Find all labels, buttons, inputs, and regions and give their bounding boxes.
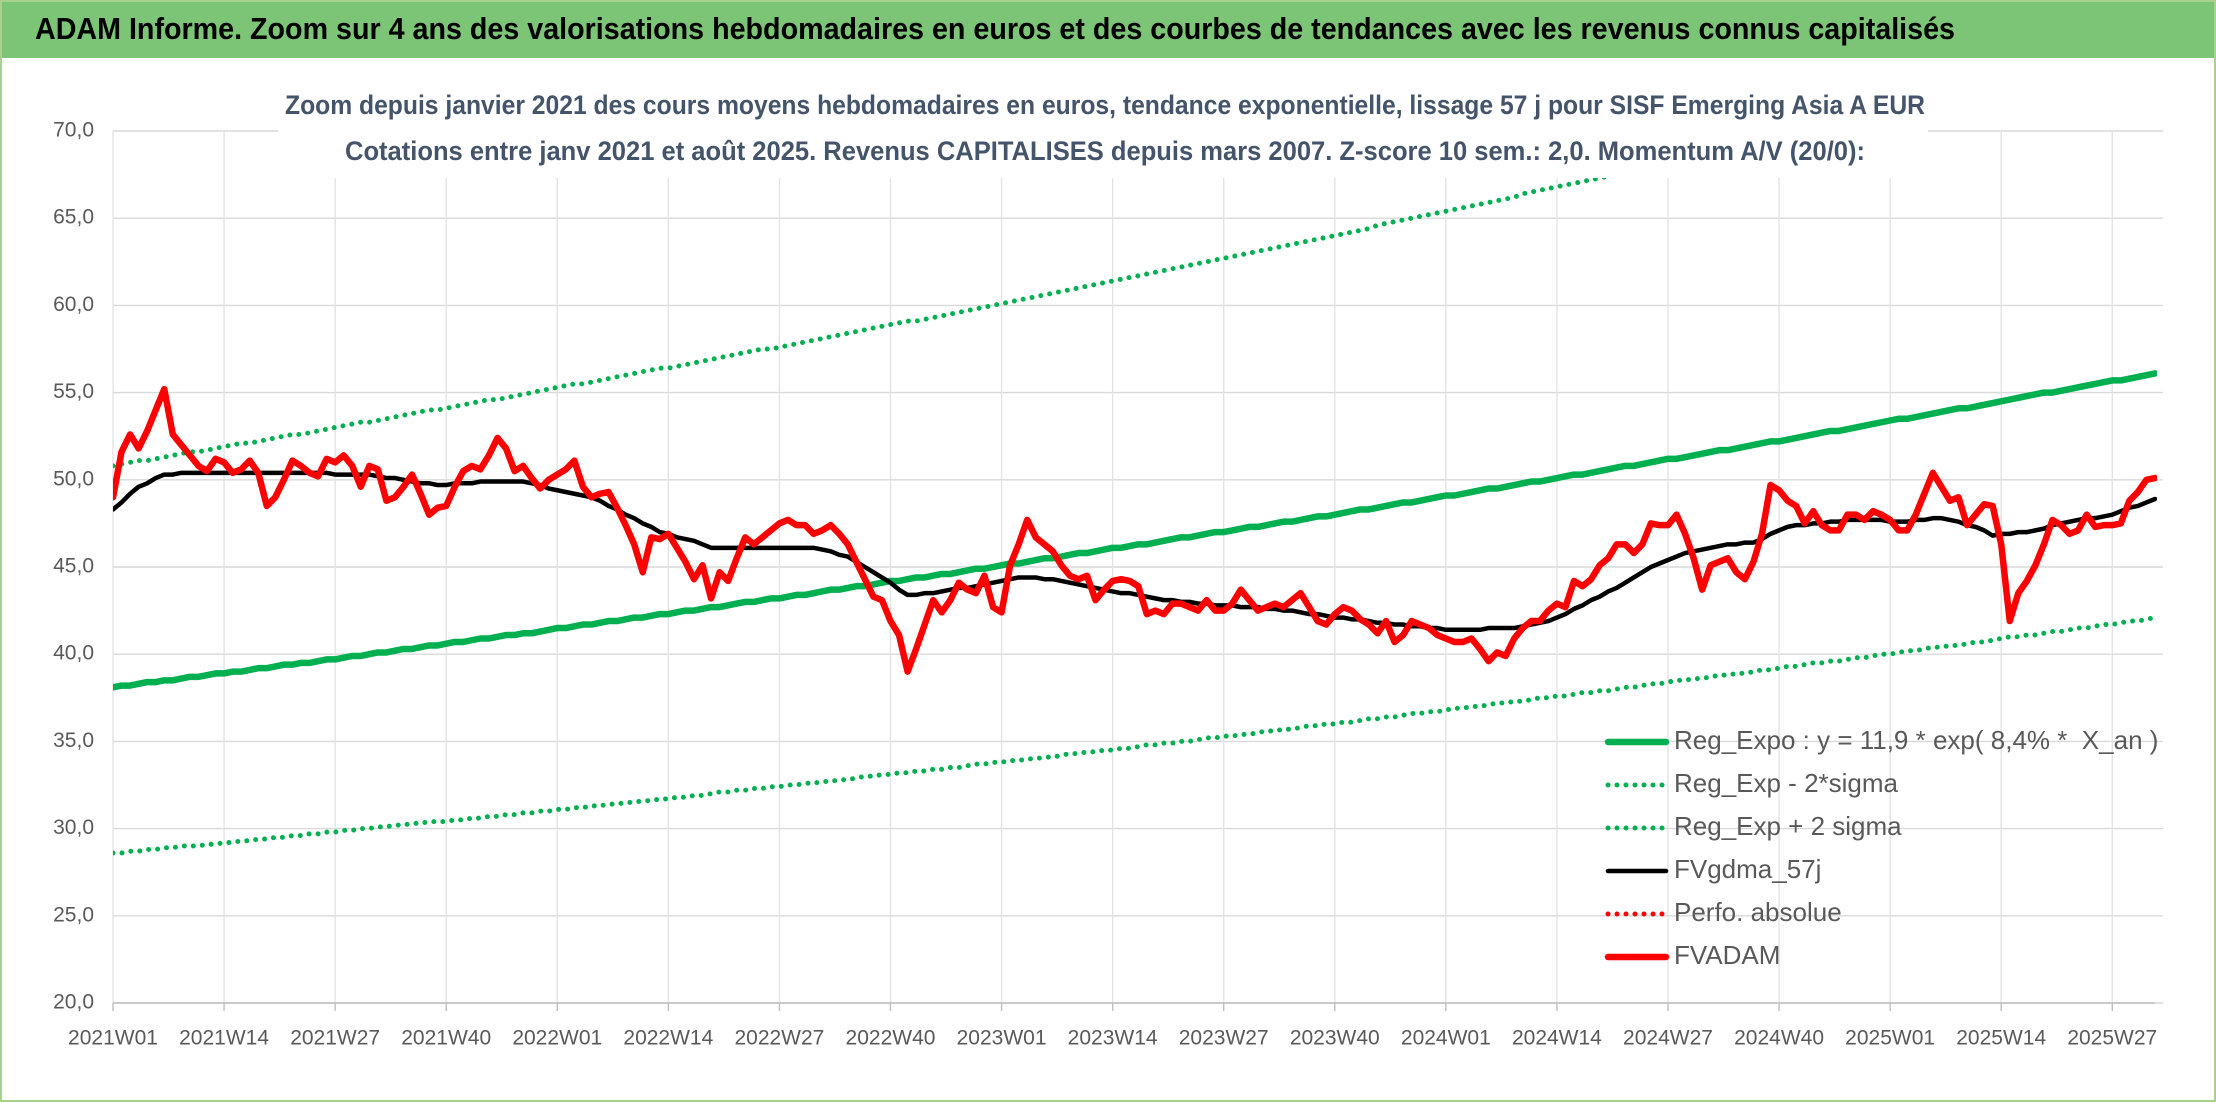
x-tick-label: 2022W14 [623, 1027, 713, 1050]
y-tick-label: 30,0 [53, 816, 94, 839]
chart-subtitle: Cotations entre janv 2021 et août 2025. … [345, 136, 1865, 166]
x-tick-label: 2021W14 [179, 1027, 269, 1050]
y-tick-label: 65,0 [53, 206, 94, 229]
legend-label: Reg_Exp - 2*sigma [1674, 768, 1899, 798]
y-tick-label: 45,0 [53, 555, 94, 578]
page-title: ADAM Informe. Zoom sur 4 ans des valoris… [35, 11, 1955, 46]
x-tick-label: 2021W01 [68, 1027, 158, 1050]
x-tick-label: 2023W01 [957, 1027, 1047, 1050]
y-tick-label: 60,0 [53, 293, 94, 316]
y-tick-label: 50,0 [53, 467, 94, 490]
header-bar [2, 2, 2214, 58]
x-tick-label: 2024W14 [1512, 1027, 1602, 1050]
title-box [278, 84, 1928, 178]
x-tick-label: 2021W27 [290, 1027, 380, 1050]
y-tick-label: 20,0 [53, 991, 94, 1014]
x-tick-label: 2022W27 [734, 1027, 824, 1050]
chart-title: Zoom depuis janvier 2021 des cours moyen… [285, 90, 1925, 120]
x-tick-label: 2025W01 [1845, 1027, 1935, 1050]
series-line [113, 615, 2157, 856]
x-tick-label: 2025W27 [2067, 1027, 2157, 1050]
x-tick-label: 2023W27 [1179, 1027, 1269, 1050]
legend-label: Reg_Expo : y = 11,9 * exp( 8,4% * X_an ) [1674, 725, 2158, 755]
x-tick-label: 2023W40 [1290, 1027, 1380, 1050]
series-line [113, 370, 2157, 691]
y-tick-label: 35,0 [53, 729, 94, 752]
y-tick-label: 70,0 [53, 119, 94, 142]
y-tick-label: 40,0 [53, 642, 94, 665]
y-tick-label: 25,0 [53, 903, 94, 926]
legend-label: FVADAM [1674, 940, 1780, 970]
y-tick-label: 55,0 [53, 380, 94, 403]
series-line [113, 385, 2157, 675]
x-tick-label: 2022W40 [846, 1027, 936, 1050]
x-tick-label: 2025W14 [1956, 1027, 2046, 1050]
legend-label: FVgdma_57j [1674, 854, 1821, 884]
plot: 20,0 25,0 30,0 35,0 40,0 45,0 50,0 55,0 60,0 65,0… [53, 119, 2163, 1050]
x-tick-label: 2021W40 [401, 1027, 491, 1050]
x-tick-label: 2023W14 [1068, 1027, 1158, 1050]
legend-label: Reg_Exp + 2 sigma [1674, 811, 1902, 841]
legend: Reg_Expo : y = 11,9 * exp( 8,4% * X_an )… [1604, 725, 2158, 970]
x-tick-label: 2024W27 [1623, 1027, 1713, 1050]
x-tick-label: 2022W01 [512, 1027, 602, 1050]
x-tick-label: 2024W40 [1734, 1027, 1824, 1050]
x-tick-label: 2024W01 [1401, 1027, 1491, 1050]
legend-label: Perfo. absolue [1674, 897, 1842, 927]
